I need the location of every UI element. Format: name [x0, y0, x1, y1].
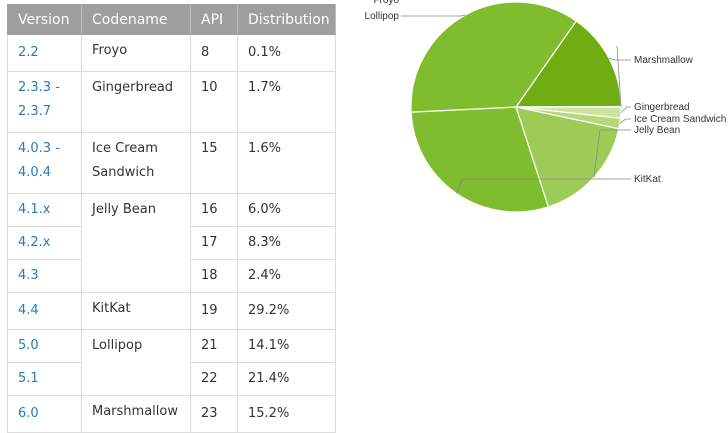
codename-cell: Lollipop [81, 329, 191, 396]
table-row: 6.0 Marshmallow 23 15.2% [7, 395, 336, 433]
api-cell: 10 [190, 71, 238, 133]
table-row: 2.2 Froyo 8 0.1% [7, 34, 336, 72]
slice-label-jelly-bean: Jelly Bean [593, 125, 680, 178]
codename-cell: Ice Cream Sandwich [81, 132, 191, 194]
distribution-cell: 21.4% [237, 362, 336, 396]
distribution-cell: 0.1% [237, 34, 336, 72]
codename-cell: Jelly Bean [81, 193, 191, 293]
leader-line [401, 14, 466, 17]
version-link[interactable]: 5.1 [7, 362, 82, 396]
header-version: Version [7, 4, 82, 35]
distribution-table: Version Codename API Distribution 2.2 Fro… [7, 4, 336, 433]
api-cell: 17 [190, 226, 238, 260]
pie-slice-lollipop [410, 1, 578, 113]
slice-label-text: Marshmallow [634, 55, 694, 66]
distribution-cell: 29.2% [237, 292, 336, 330]
leader-line [455, 178, 631, 194]
version-link[interactable]: 4.3 [7, 259, 82, 293]
distribution-cell: 15.2% [237, 395, 336, 433]
slice-label-marshmallow: Marshmallow [608, 55, 694, 66]
slice-label-gingerbread: Gingerbread [620, 102, 690, 114]
leader-line [608, 57, 631, 61]
codename-cell: Froyo [81, 34, 191, 72]
version-link[interactable]: 4.0.3 -4.0.4 [7, 132, 82, 194]
table-row: 4.1.x Jelly Bean 16 6.0% [7, 193, 336, 293]
table-row: 4.3 18 2.4% [7, 259, 336, 293]
codename-cell: KitKat [81, 292, 191, 330]
leader-line [619, 118, 631, 124]
header-codename: Codename [81, 4, 191, 35]
slice-label-lollipop: Lollipop [365, 11, 466, 22]
slice-label-froyo: Froyo [373, 0, 622, 107]
slice-label-kitkat: KitKat [455, 174, 661, 194]
version-link[interactable]: 5.0 [7, 329, 82, 363]
table-header-row: Version Codename API Distribution [7, 4, 336, 35]
leader-line [620, 106, 631, 114]
table-row: 5.0 Lollipop 21 14.1% [7, 329, 336, 396]
header-api: API [190, 4, 238, 35]
version-link[interactable]: 2.3.3 -2.3.7 [7, 71, 82, 133]
leader-line [616, 45, 622, 107]
codename-cell: Marshmallow [81, 395, 191, 433]
slice-label-text: Froyo [373, 0, 399, 6]
slice-label-ice-cream-sandwich: Ice Cream Sandwich [619, 114, 726, 125]
table-row: 4.2.x 17 8.3% [7, 226, 336, 260]
header-distribution: Distribution [237, 4, 336, 35]
api-cell: 8 [190, 34, 238, 72]
api-cell: 22 [190, 362, 238, 396]
distribution-cell: 2.4% [237, 259, 336, 293]
codename-cell: Gingerbread [81, 71, 191, 133]
distribution-cell: 1.7% [237, 71, 336, 133]
table-row: 2.3.3 -2.3.7 Gingerbread 10 1.7% [7, 71, 336, 133]
api-cell: 23 [190, 395, 238, 433]
version-link[interactable]: 4.4 [7, 292, 82, 330]
version-link[interactable]: 4.1.x [7, 193, 82, 227]
distribution-cell: 8.3% [237, 226, 336, 260]
slice-label-text: Jelly Bean [634, 125, 680, 136]
leader-line [593, 129, 631, 178]
distribution-cell: 6.0% [237, 193, 336, 227]
api-cell: 15 [190, 132, 238, 194]
version-link[interactable]: 4.2.x [7, 226, 82, 260]
table-row: 4.4 KitKat 19 29.2% [7, 292, 336, 330]
version-link[interactable]: 6.0 [7, 395, 82, 433]
version-link[interactable]: 2.2 [7, 34, 82, 72]
api-cell: 18 [190, 259, 238, 293]
distribution-cell: 14.1% [237, 329, 336, 363]
slice-label-text: Gingerbread [634, 102, 690, 113]
slice-label-text: Lollipop [365, 11, 400, 22]
table-row: 5.1 22 21.4% [7, 362, 336, 396]
slice-label-text: KitKat [634, 174, 661, 185]
api-cell: 19 [190, 292, 238, 330]
api-cell: 16 [190, 193, 238, 227]
distribution-cell: 1.6% [237, 132, 336, 194]
slice-label-text: Ice Cream Sandwich [634, 114, 726, 125]
table-row: 4.0.3 -4.0.4 Ice Cream Sandwich 15 1.6% [7, 132, 336, 194]
api-cell: 21 [190, 329, 238, 363]
